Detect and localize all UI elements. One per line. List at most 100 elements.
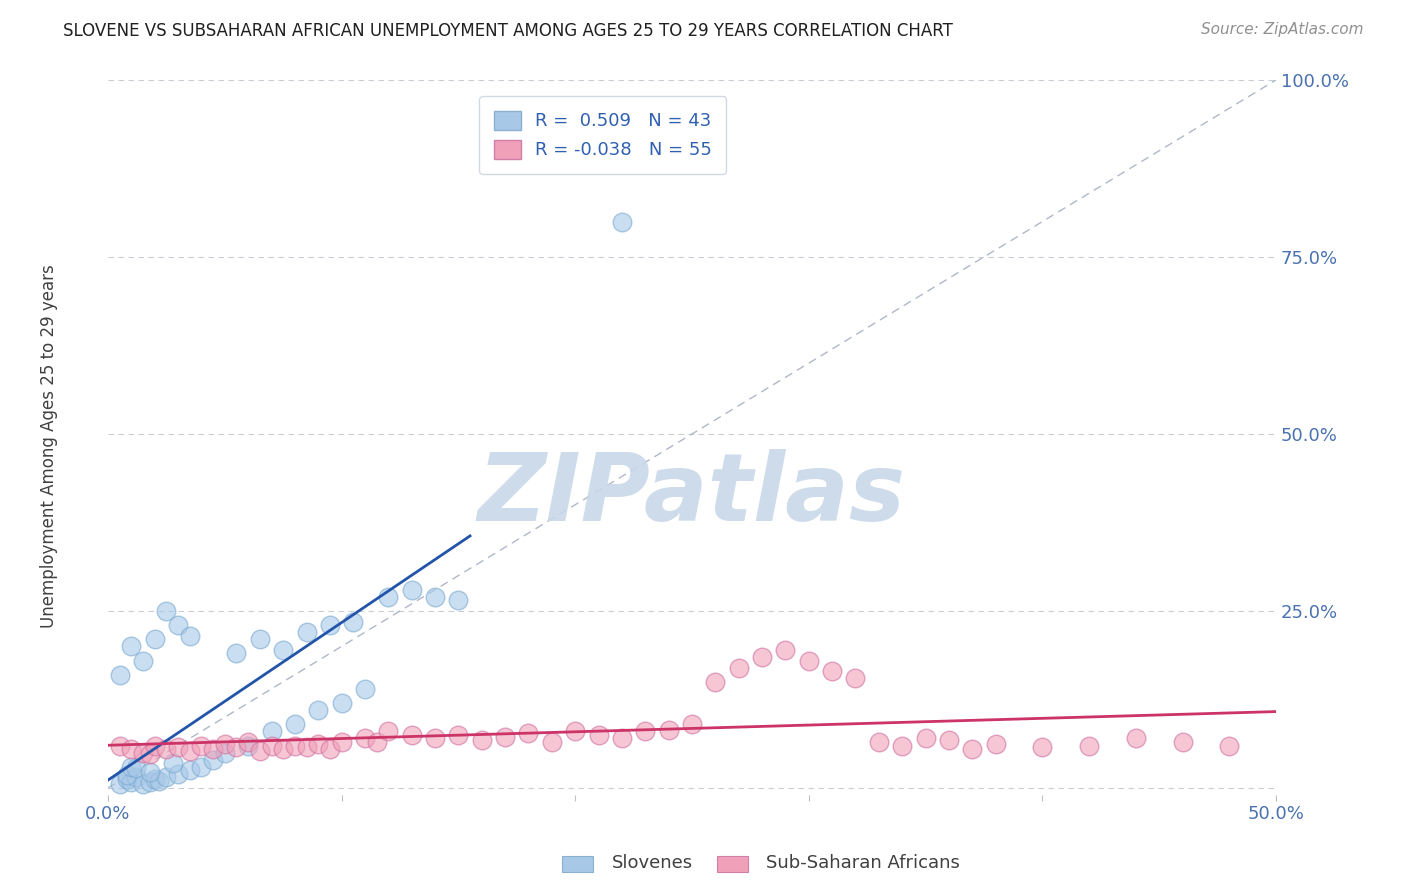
Point	[115, 768, 138, 782]
Point	[540, 735, 562, 749]
Point	[214, 737, 236, 751]
Point	[377, 724, 399, 739]
Text: ZIPatlas: ZIPatlas	[478, 449, 905, 541]
Point	[1078, 739, 1101, 753]
Point	[751, 650, 773, 665]
Point	[271, 742, 294, 756]
Point	[564, 724, 586, 739]
Point	[588, 728, 610, 742]
Point	[821, 664, 844, 678]
Text: SLOVENE VS SUBSAHARAN AFRICAN UNEMPLOYMENT AMONG AGES 25 TO 29 YEARS CORRELATION: SLOVENE VS SUBSAHARAN AFRICAN UNEMPLOYME…	[63, 22, 953, 40]
Point	[202, 742, 225, 756]
Point	[727, 660, 749, 674]
Point	[225, 647, 247, 661]
Point	[120, 640, 142, 654]
Point	[330, 696, 353, 710]
Point	[120, 775, 142, 789]
Point	[108, 777, 131, 791]
Point	[891, 739, 914, 753]
Point	[307, 703, 329, 717]
Text: Unemployment Among Ages 25 to 29 years: Unemployment Among Ages 25 to 29 years	[41, 264, 58, 628]
Point	[914, 731, 936, 746]
Point	[139, 765, 162, 780]
Point	[844, 671, 866, 685]
Point	[271, 643, 294, 657]
Point	[143, 772, 166, 787]
Point	[658, 723, 681, 737]
Point	[155, 604, 177, 618]
Point	[249, 744, 271, 758]
Point	[1031, 739, 1053, 754]
Point	[167, 739, 190, 754]
Point	[132, 777, 155, 791]
Point	[354, 731, 377, 746]
Point	[143, 632, 166, 647]
Point	[132, 654, 155, 668]
Point	[284, 739, 307, 753]
Point	[471, 732, 494, 747]
Point	[125, 761, 148, 775]
Point	[236, 739, 259, 753]
Point	[190, 739, 212, 753]
Point	[447, 593, 470, 607]
Point	[1218, 739, 1240, 753]
Point	[610, 731, 633, 746]
Point	[342, 615, 364, 629]
Point	[307, 737, 329, 751]
Point	[295, 739, 318, 754]
Point	[167, 767, 190, 781]
Point	[868, 735, 890, 749]
Point	[132, 746, 155, 760]
Point	[120, 742, 142, 756]
Point	[1125, 731, 1147, 746]
Point	[517, 725, 540, 739]
Point	[401, 582, 423, 597]
Legend: R =  0.509   N = 43, R = -0.038   N = 55: R = 0.509 N = 43, R = -0.038 N = 55	[479, 96, 727, 174]
Point	[108, 667, 131, 681]
Point	[962, 742, 984, 756]
Point	[319, 742, 342, 756]
Point	[295, 625, 318, 640]
Point	[984, 737, 1007, 751]
Point	[179, 764, 201, 778]
Point	[330, 735, 353, 749]
Point	[225, 739, 247, 754]
Point	[139, 775, 162, 789]
Point	[108, 739, 131, 753]
Point	[634, 724, 657, 739]
Point	[447, 728, 470, 742]
Point	[423, 590, 446, 604]
Point	[797, 654, 820, 668]
Point	[366, 735, 388, 749]
Point	[260, 724, 283, 739]
Point	[162, 756, 184, 771]
Point	[354, 681, 377, 696]
Text: Source: ZipAtlas.com: Source: ZipAtlas.com	[1201, 22, 1364, 37]
Point	[1171, 735, 1194, 749]
Point	[681, 717, 703, 731]
Text: Slovenes: Slovenes	[612, 855, 693, 872]
Point	[125, 770, 148, 784]
Point	[249, 632, 271, 647]
Point	[190, 760, 212, 774]
Point	[494, 730, 516, 744]
Point	[423, 731, 446, 746]
Point	[214, 746, 236, 760]
Point	[319, 618, 342, 632]
Point	[155, 770, 177, 784]
Point	[260, 739, 283, 753]
Point	[236, 735, 259, 749]
Point	[167, 618, 190, 632]
Point	[202, 753, 225, 767]
Point	[143, 739, 166, 753]
Point	[401, 728, 423, 742]
Text: Sub-Saharan Africans: Sub-Saharan Africans	[766, 855, 960, 872]
Point	[148, 773, 170, 788]
Point	[139, 747, 162, 761]
Point	[704, 674, 727, 689]
Point	[115, 772, 138, 787]
Point	[284, 717, 307, 731]
Point	[377, 590, 399, 604]
Point	[179, 629, 201, 643]
Point	[179, 744, 201, 758]
